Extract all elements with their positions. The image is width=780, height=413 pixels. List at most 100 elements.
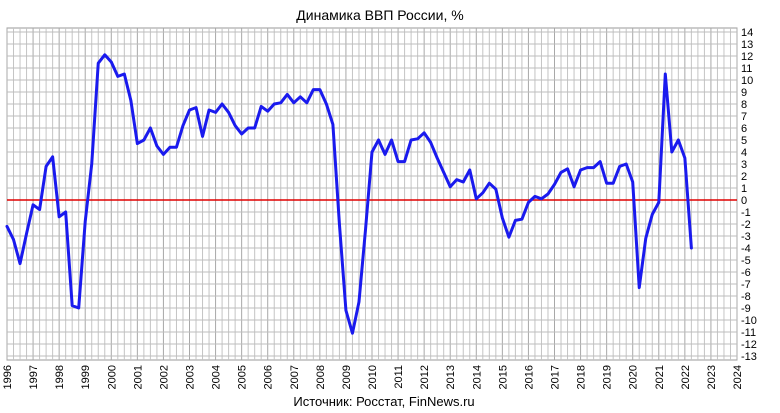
y-tick-label: 0 <box>741 195 747 207</box>
x-tick-label: 1998 <box>54 365 66 389</box>
data-point <box>71 304 73 307</box>
data-point <box>90 163 93 165</box>
data-point <box>351 332 354 335</box>
x-tick-label: 2016 <box>523 365 535 389</box>
x-tick-label: 2010 <box>367 365 379 389</box>
data-point <box>38 208 41 211</box>
gdp-series <box>5 53 693 335</box>
data-point <box>410 139 412 141</box>
data-point <box>599 160 601 163</box>
data-point <box>273 103 276 105</box>
data-point <box>534 195 536 198</box>
data-point <box>638 286 641 289</box>
data-point <box>618 165 621 168</box>
data-point <box>553 183 556 186</box>
data-point <box>586 166 588 169</box>
x-tick-label: 2012 <box>419 365 431 389</box>
data-point <box>644 237 647 240</box>
data-point <box>429 141 432 144</box>
x-tick-label: 2006 <box>263 365 275 389</box>
data-point <box>84 220 87 223</box>
data-point <box>397 160 399 163</box>
data-point <box>390 139 393 141</box>
data-point <box>156 145 158 147</box>
data-point <box>338 223 341 225</box>
x-tick-label: 1999 <box>80 365 92 389</box>
x-axis-ticks: 1996 1997 1998 1999 2000 2001 2002 2003 2004 2005… <box>2 365 744 389</box>
data-point <box>32 204 34 206</box>
data-point <box>416 138 419 140</box>
data-point <box>631 181 634 183</box>
x-tick-label: 2013 <box>445 365 457 389</box>
y-axis-ticks: 14131211109876543210-1-2-3-4-5-6-7-8-9-1… <box>741 27 757 363</box>
data-point <box>592 166 595 169</box>
y-tick-label: -7 <box>741 279 751 291</box>
chart-title: Динамика ВВП России, % <box>296 7 463 23</box>
data-point <box>182 124 184 127</box>
data-point <box>690 247 693 249</box>
x-tick-label: 2000 <box>106 365 118 389</box>
data-point <box>136 142 139 145</box>
data-point <box>319 88 321 91</box>
x-tick-label: 2024 <box>732 365 744 389</box>
x-tick-label: 2017 <box>550 365 562 389</box>
y-tick-label: -3 <box>741 231 751 243</box>
data-point <box>175 146 178 148</box>
y-tick-label: 11 <box>741 63 752 75</box>
data-point <box>188 109 191 111</box>
data-point <box>77 307 80 309</box>
data-point <box>377 139 380 141</box>
y-tick-label: 4 <box>741 147 747 159</box>
data-point <box>475 198 478 200</box>
y-tick-label: -2 <box>741 219 751 231</box>
data-point <box>279 102 282 104</box>
data-point <box>384 153 386 156</box>
data-point <box>58 216 60 218</box>
horizontal-gridlines <box>7 31 737 357</box>
y-tick-label: 14 <box>741 27 753 39</box>
data-point <box>566 168 569 170</box>
data-point <box>123 73 126 75</box>
data-point <box>260 105 263 108</box>
y-tick-label: 1 <box>741 183 747 195</box>
y-tick-label: -12 <box>741 339 757 351</box>
y-tick-label: 8 <box>741 99 747 111</box>
data-point <box>162 153 165 156</box>
data-point <box>45 165 47 168</box>
data-point <box>201 135 204 138</box>
data-point <box>371 151 373 153</box>
chart-source: Источник: Росстат, FinNews.ru <box>293 394 474 409</box>
data-point <box>227 111 230 114</box>
x-tick-label: 2002 <box>158 365 170 389</box>
vertical-gridlines <box>6 28 738 360</box>
data-point <box>625 163 627 165</box>
x-tick-label: 2022 <box>680 365 692 389</box>
data-point <box>64 211 67 213</box>
data-point <box>482 192 484 194</box>
data-point <box>169 146 171 148</box>
data-point <box>462 181 465 183</box>
data-point <box>234 124 236 127</box>
y-tick-label: -4 <box>741 243 751 255</box>
data-point <box>657 201 660 204</box>
data-point <box>560 171 562 174</box>
y-tick-label: 2 <box>741 171 747 183</box>
data-point <box>25 232 28 235</box>
x-tick-label: 2021 <box>654 365 666 389</box>
data-point <box>495 188 497 190</box>
y-tick-label: -11 <box>741 327 756 339</box>
data-point <box>455 178 458 181</box>
data-point <box>579 169 582 171</box>
y-tick-label: 13 <box>741 39 753 51</box>
y-tick-label: -8 <box>741 291 751 303</box>
data-point <box>214 111 217 114</box>
y-tick-label: -10 <box>741 315 757 327</box>
data-point <box>325 103 328 105</box>
data-point <box>651 213 654 216</box>
x-tick-label: 1996 <box>2 365 14 389</box>
data-point <box>664 73 667 75</box>
data-point <box>247 127 249 129</box>
y-tick-label: 9 <box>741 87 747 99</box>
data-point <box>149 127 152 129</box>
data-point <box>51 156 54 158</box>
